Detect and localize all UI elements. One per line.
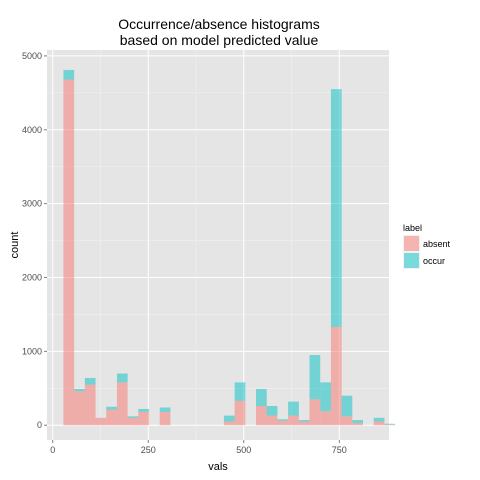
bar-absent <box>63 79 75 426</box>
legend-title: label <box>403 223 422 233</box>
bar-occur <box>384 423 396 425</box>
bar-absent <box>373 421 385 426</box>
bar-absent <box>234 400 246 426</box>
bar-absent <box>277 420 289 426</box>
bar-occur <box>352 420 364 424</box>
bar-absent <box>309 399 321 426</box>
y-tick-label: 3000 <box>22 199 42 209</box>
bar-absent <box>330 326 342 426</box>
bar-absent <box>223 421 235 426</box>
bar-absent <box>320 411 331 426</box>
y-tick-label: 4000 <box>22 125 42 135</box>
y-axis-title: count <box>9 232 21 259</box>
legend: label absent occur <box>403 223 451 269</box>
y-tick-label: 5000 <box>22 51 42 61</box>
bar-absent <box>384 424 396 426</box>
bars <box>63 69 396 426</box>
x-tick-label: 750 <box>332 445 347 455</box>
bar-occur <box>84 377 96 385</box>
y-axis-ticks: 0 1000 2000 3000 4000 5000 <box>22 51 47 430</box>
bar-occur <box>341 395 353 417</box>
bar-occur <box>159 407 171 412</box>
bar-absent <box>95 417 107 426</box>
legend-swatch-absent <box>404 236 419 251</box>
bar-absent <box>256 406 267 426</box>
bar-occur <box>277 419 289 421</box>
bar-occur <box>256 389 267 407</box>
bar-absent <box>266 415 278 426</box>
bar-absent <box>106 409 117 426</box>
bar-absent <box>127 417 139 426</box>
bar-occur <box>373 417 385 422</box>
bar-occur <box>74 389 85 392</box>
x-axis-ticks: 0 250 500 750 <box>50 440 347 455</box>
bar-occur <box>106 406 117 410</box>
bar-absent <box>298 421 310 426</box>
bar-absent <box>74 391 85 426</box>
legend-swatch-occur <box>404 253 419 268</box>
bar-occur <box>127 416 139 418</box>
grid-lines <box>47 50 389 440</box>
bar-absent <box>288 415 299 426</box>
x-tick-label: 0 <box>50 445 55 455</box>
bar-occur <box>330 89 342 327</box>
bar-occur <box>63 69 75 80</box>
chart-title-line2: based on model predicted value <box>120 32 319 48</box>
bar-occur <box>266 406 278 416</box>
x-axis-title: vals <box>208 461 228 473</box>
bar-occur <box>298 420 310 422</box>
bar-absent <box>352 423 364 426</box>
bar-absent <box>138 411 150 426</box>
bar-absent <box>159 411 171 426</box>
bar-absent <box>84 384 96 426</box>
y-tick-label: 1000 <box>22 346 42 356</box>
bar-absent <box>341 416 353 426</box>
legend-label-occur: occur <box>423 256 445 266</box>
bar-occur <box>320 382 331 412</box>
bar-occur <box>234 382 246 401</box>
bar-absent <box>116 382 128 426</box>
bar-occur <box>138 408 150 412</box>
legend-label-absent: absent <box>423 239 451 249</box>
chart-title-line1: Occurrence/absence histograms <box>118 16 320 32</box>
x-tick-label: 250 <box>141 445 156 455</box>
bar-occur <box>288 401 299 416</box>
bar-occur <box>223 415 235 422</box>
y-tick-label: 2000 <box>22 273 42 283</box>
y-tick-label: 0 <box>37 420 42 430</box>
x-tick-label: 500 <box>236 445 251 455</box>
bar-occur <box>116 373 128 383</box>
bar-occur <box>309 355 321 400</box>
